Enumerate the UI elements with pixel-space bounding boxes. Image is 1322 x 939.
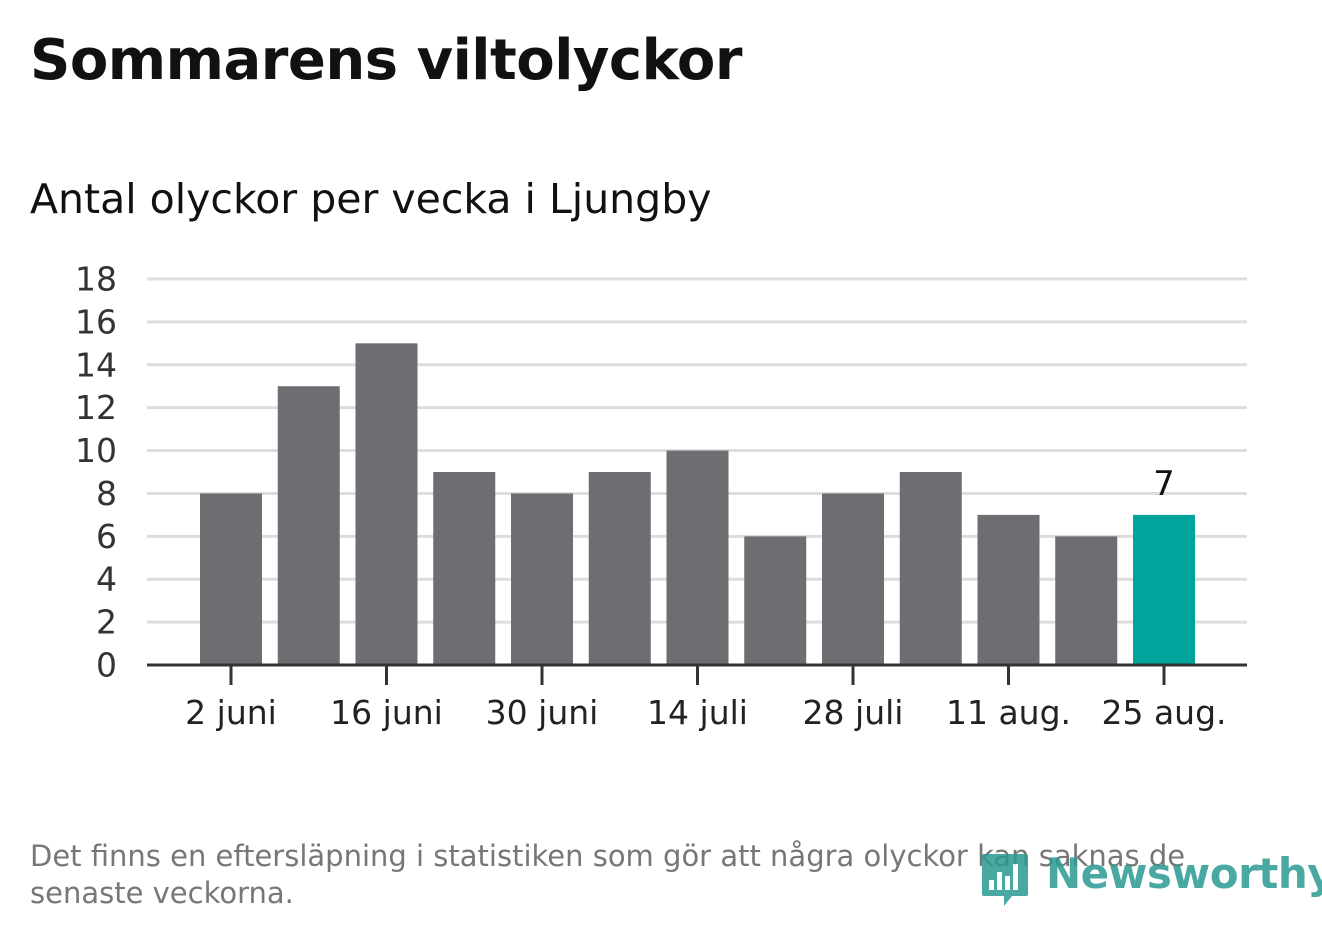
bar-chart-speech-bubble-icon: [982, 854, 1028, 906]
y-tick-label: 2: [96, 603, 117, 642]
bar: [277, 386, 340, 665]
x-tick-label: 16 juni: [330, 693, 443, 732]
logo-text: Newsworthy: [1046, 849, 1322, 898]
bar: [899, 472, 962, 665]
x-tick-label: 14 juli: [647, 693, 748, 732]
annotations: 7: [1153, 464, 1175, 504]
y-tick-label: 0: [96, 646, 117, 685]
bar: [977, 514, 1040, 665]
y-tick-label: 10: [75, 431, 117, 470]
y-tick-label: 12: [75, 388, 117, 427]
bar: [355, 343, 418, 665]
y-tick-label: 8: [96, 474, 117, 513]
bar-highlight: [1133, 514, 1195, 665]
bar: [588, 472, 651, 665]
y-tick-label: 14: [75, 345, 117, 384]
chart-subtitle: Antal olyckor per vecka i Ljungby: [30, 175, 712, 223]
bar: [433, 472, 496, 665]
bar: [744, 536, 807, 665]
x-tick-label: 30 juni: [486, 693, 599, 732]
newsworthy-logo: Newsworthy: [980, 848, 1322, 910]
bar: [1055, 536, 1118, 665]
x-tick-label: 28 juli: [803, 693, 904, 732]
x-tick-label: 2 juni: [185, 693, 277, 732]
chart-title: Sommarens viltolyckor: [30, 28, 742, 93]
bars: [200, 343, 1195, 665]
bar: [666, 450, 729, 665]
x-tick-label: 25 aug.: [1101, 693, 1226, 732]
y-tick-label: 6: [96, 517, 117, 556]
x-axis-ticks: 2 juni 16 juni 30 juni 14 juli 28 juli 11 aug…: [185, 665, 1227, 732]
y-tick-label: 18: [75, 260, 117, 299]
y-tick-label: 4: [96, 560, 117, 599]
data-label: 7: [1153, 464, 1175, 504]
bar: [511, 493, 573, 665]
y-tick-label: 16: [75, 302, 117, 341]
bar: [822, 493, 884, 665]
x-tick-label: 11 aug.: [946, 693, 1071, 732]
bar: [200, 493, 262, 665]
